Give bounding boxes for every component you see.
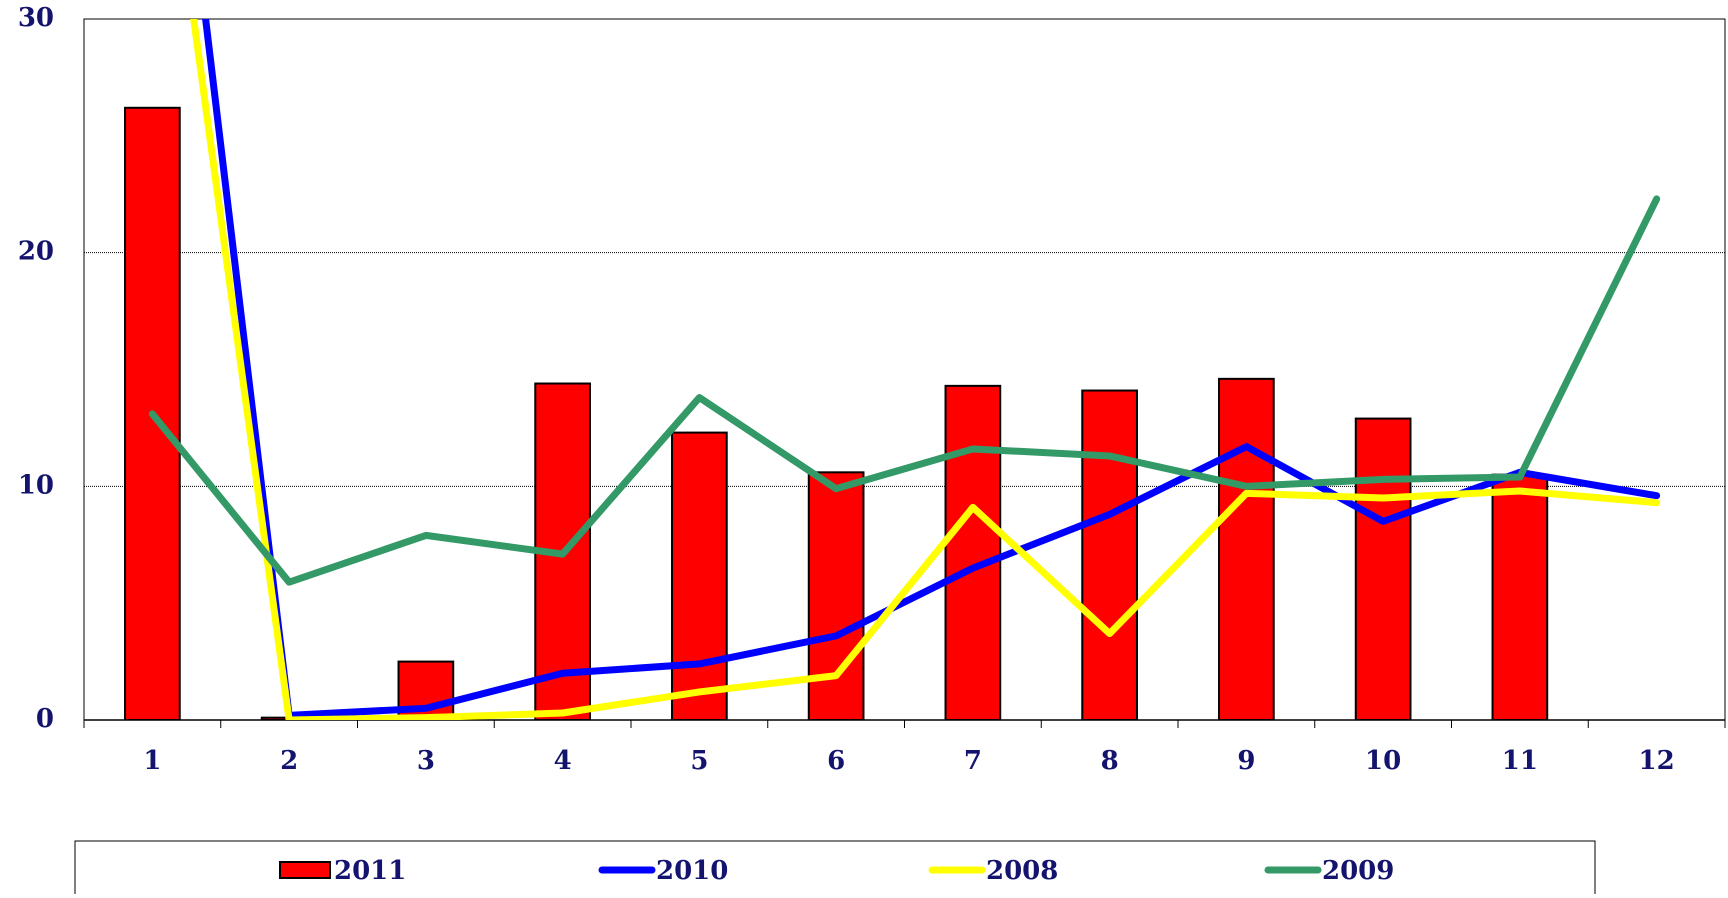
x-tick-label: 9 [1237, 746, 1255, 776]
bar [807, 471, 865, 720]
legend-label: 2010 [656, 856, 728, 886]
line-series [202, 19, 1661, 719]
legend-label: 2011 [334, 856, 406, 886]
y-tick-label: 30 [18, 3, 54, 33]
x-tick-label: 10 [1365, 746, 1401, 776]
y-tick-label: 10 [18, 470, 54, 500]
bar [944, 384, 1002, 720]
y-tick-label: 20 [18, 237, 54, 267]
x-tick-label: 5 [690, 746, 708, 776]
x-tick-label: 4 [554, 746, 572, 776]
bar [1218, 377, 1275, 720]
bar [1491, 473, 1549, 720]
x-tick-label: 7 [964, 746, 982, 776]
line-series [148, 195, 1661, 586]
x-tick-label: 11 [1502, 746, 1538, 776]
bar [1081, 389, 1138, 720]
y-tick-label: 0 [36, 704, 54, 734]
x-tick-label: 2 [280, 746, 298, 776]
x-tick-label: 8 [1101, 746, 1119, 776]
x-tick-label: 3 [417, 746, 435, 776]
x-tick-label: 1 [143, 746, 161, 776]
plot-area [124, 19, 1661, 720]
bar [671, 431, 728, 720]
x-tick-label: 6 [827, 746, 845, 776]
x-tick-label: 12 [1639, 746, 1675, 776]
bar [1354, 417, 1412, 720]
plot-frame [83, 18, 1726, 721]
line-series [190, 19, 1661, 720]
legend-swatch [279, 861, 331, 879]
legend-label: 2009 [1322, 856, 1394, 886]
legend-label: 2008 [986, 856, 1058, 886]
